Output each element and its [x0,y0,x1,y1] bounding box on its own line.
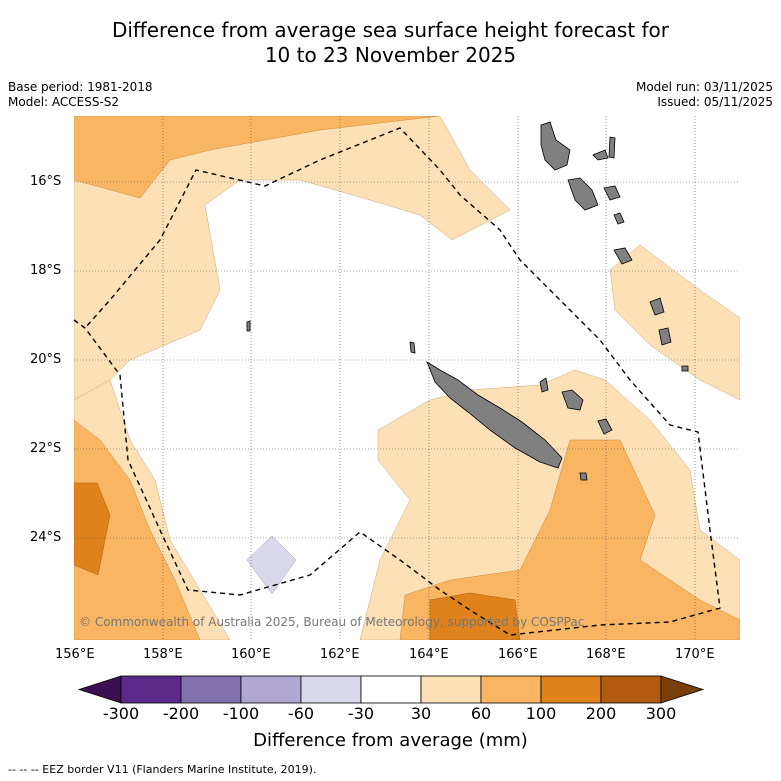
chart-title: Difference from average sea surface heig… [0,18,781,68]
lat-label-20s: 20°S [30,352,62,367]
lon-label-168e: 168°E [586,647,626,662]
cb-tick-1: -200 [162,704,200,723]
map-fields [74,116,740,640]
colorbar [77,675,705,704]
colorbar-segment-5 [420,675,482,704]
lat-label-18s: 18°S [30,263,62,278]
eez-border [73,127,721,636]
title-line-1: Difference from average sea surface heig… [111,18,670,42]
issued-date: Issued: 05/11/2025 [657,95,773,109]
cb-tick-0: -300 [102,704,140,723]
gridlines [74,116,740,640]
loyalty-island-1 [561,389,584,411]
land [246,121,689,481]
lon-label-170e: 170°E [675,647,715,662]
vanuatu-island-1 [540,121,571,171]
lon-label-162e: 162°E [320,647,360,662]
base-period: Base period: 1981-2018 [8,80,153,94]
colorbar-segment-0 [120,675,182,704]
cb-tick-7: 100 [525,704,557,723]
colorbar-segment-1 [180,675,242,704]
lat-label-16s: 16°S [30,174,62,189]
contour-100-200-west [74,482,111,576]
cb-tick-4: -30 [347,704,375,723]
vanuatu-island-4 [608,136,616,159]
contour-100-200-south [429,592,521,640]
vanuatu-island-3 [592,149,609,161]
small-island-2 [681,365,689,372]
small-island-3 [246,320,251,332]
vanuatu-island-2 [567,177,599,211]
vanuatu-island-5 [603,185,621,201]
cb-tick-9: 300 [645,704,677,723]
contour-60-100-north [74,116,441,199]
model-run: Model run: 03/11/2025 [635,80,773,94]
eez-footnote: -- -- -- EEZ border V11 (Flanders Marine… [8,763,317,776]
meta-left: Base period: 1981-2018 Model: ACCESS-S2 [8,80,153,110]
small-island-4 [409,341,416,354]
lon-label-160e: 160°E [231,647,271,662]
fiji-island-2 [658,327,672,346]
cb-tick-3: -60 [287,704,315,723]
fiji-island-1 [649,297,665,316]
contour-30-60-east [609,244,740,401]
contour-60-100-southwest [74,419,201,640]
cb-tick-6: 60 [470,704,492,723]
colorbar-segment-4 [360,675,422,704]
lon-label-158e: 158°E [143,647,183,662]
colorbar-segment-2 [240,675,302,704]
small-island-1 [579,472,588,481]
contour-neg-patch [246,535,297,595]
meta-right: Model run: 03/11/2025 Issued: 05/11/2025 [636,80,773,110]
lat-label-22s: 22°S [30,441,62,456]
lon-label-164e: 164°E [409,647,449,662]
contour-60-100-south [399,439,740,640]
vanuatu-island-6 [613,212,625,225]
colorbar-segment-6 [480,675,542,704]
model-name: Model: ACCESS-S2 [8,95,120,109]
copyright-notice: © Commonwealth of Australia 2025, Bureau… [79,615,585,629]
colorbar-segment-3 [300,675,362,704]
lon-label-166e: 166°E [498,647,538,662]
colorbar-segment-7 [540,675,602,704]
loyalty-island-2 [597,418,613,435]
colorbar-segment-8 [600,675,662,704]
colorbar-arrow-high [660,675,705,704]
lat-label-24s: 24°S [30,530,62,545]
cb-tick-5: 30 [410,704,432,723]
new-caledonia-island [426,361,563,469]
lon-label-156e: 156°E [55,647,95,662]
title-line-2: 10 to 23 November 2025 [264,43,517,67]
colorbar-arrow-low [77,675,122,704]
cb-tick-2: -100 [222,704,260,723]
vanuatu-island-7 [613,247,633,265]
loyalty-island-3 [539,377,549,393]
cb-tick-8: 200 [585,704,617,723]
colorbar-label: Difference from average (mm) [253,730,528,751]
